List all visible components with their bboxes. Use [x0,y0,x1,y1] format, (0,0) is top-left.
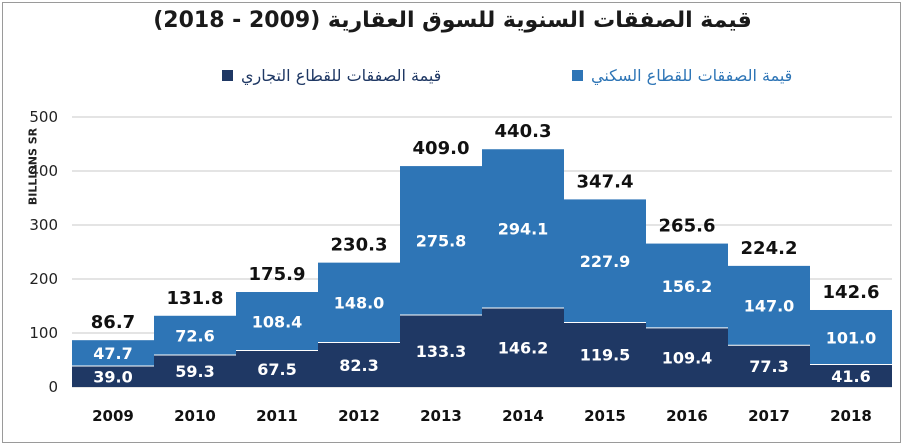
bar-residential [646,243,728,328]
data-label-commercial: 146.2 [498,339,549,358]
legend-residential: قيمة الصفقات للقطاع السكني [572,66,792,85]
data-label-total: 409.0 [413,138,470,159]
data-label-total: 347.4 [577,171,634,192]
data-label-commercial: 41.6 [831,367,870,386]
bar-residential [72,340,154,366]
data-label-commercial: 77.3 [749,357,788,376]
bar-residential [564,199,646,323]
bar-commercial [728,345,810,387]
x-tick-label: 2011 [256,407,298,425]
x-tick-label: 2014 [502,407,544,425]
bar-residential [810,309,892,365]
bar-commercial [810,364,892,387]
legend-residential-swatch [572,70,583,81]
bar-residential [400,166,482,316]
legend-commercial: قيمة الصفقات للقطاع التجاري [222,66,441,85]
bar-commercial [482,308,564,387]
bar-commercial [646,327,728,387]
data-label-commercial: 119.5 [580,346,631,365]
x-tick-label: 2015 [584,407,626,425]
legend-residential-label: قيمة الصفقات للقطاع السكني [591,66,793,85]
bar-commercial [154,354,236,387]
data-label-residential: 227.9 [580,252,631,271]
bar-commercial [236,350,318,387]
data-label-residential: 275.8 [416,232,467,251]
x-tick-label: 2016 [666,407,708,425]
data-label-total: 230.3 [331,235,388,256]
x-tick-label: 2009 [92,407,134,425]
data-label-residential: 72.6 [175,326,214,345]
data-label-total: 265.6 [659,216,716,237]
legend-commercial-swatch [222,70,233,81]
y-tick-label: 0 [48,378,58,396]
bar-residential [318,262,400,343]
chart-title: قيمة الصفقات السنوية للسوق العقارية (200… [153,8,752,33]
data-label-commercial: 109.4 [662,348,713,367]
bar-commercial [72,365,154,387]
data-label-commercial: 67.5 [257,360,296,379]
data-label-total: 131.8 [167,288,224,309]
data-label-total: 86.7 [91,312,135,333]
x-tick-label: 2018 [830,407,872,425]
data-label-residential: 101.0 [826,328,877,347]
x-tick-label: 2012 [338,407,380,425]
data-label-residential: 47.7 [93,344,132,363]
y-tick-label: 500 [29,108,58,126]
y-tick-label: 200 [29,270,58,288]
data-label-residential: 294.1 [498,220,549,239]
data-label-commercial: 82.3 [339,356,378,375]
x-tick-label: 2010 [174,407,216,425]
y-tick-label: 100 [29,324,58,342]
data-label-residential: 147.0 [744,297,795,316]
data-label-total: 224.2 [741,238,798,259]
data-label-total: 440.3 [495,121,552,142]
data-label-residential: 156.2 [662,277,713,296]
data-label-total: 142.6 [823,282,880,303]
y-tick-label: 300 [29,216,58,234]
data-label-residential: 108.4 [252,312,303,331]
bar-residential [154,315,236,355]
data-label-total: 175.9 [249,264,306,285]
bar-residential [236,292,318,351]
legend-commercial-label: قيمة الصفقات للقطاع التجاري [241,66,442,85]
data-label-commercial: 39.0 [93,367,132,386]
data-label-commercial: 59.3 [175,362,214,381]
bar-residential [482,149,564,309]
bar-commercial [564,322,646,387]
x-tick-label: 2017 [748,407,790,425]
data-label-commercial: 133.3 [416,342,467,361]
bar-commercial [400,315,482,387]
bar-residential [728,265,810,346]
bar-commercial [318,342,400,387]
y-tick-label: 400 [29,162,58,180]
x-tick-label: 2013 [420,407,462,425]
data-label-residential: 148.0 [334,294,385,313]
